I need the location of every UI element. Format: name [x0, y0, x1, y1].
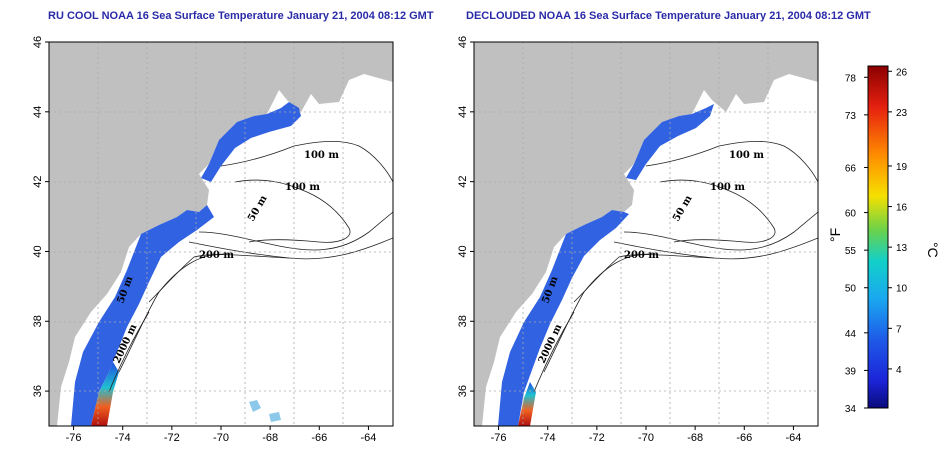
celsius-tick-label: 10	[896, 284, 908, 295]
y-tick-label: 38	[457, 315, 469, 327]
cold-water-mid-atlantic	[498, 210, 629, 426]
land-mass	[474, 42, 818, 426]
fahrenheit-tick-label: 55	[845, 246, 857, 257]
cold-water-mid-atlantic	[71, 205, 214, 426]
x-tick-label: -76	[491, 432, 507, 444]
x-tick-label: -74	[115, 432, 131, 444]
land-mass	[49, 42, 393, 426]
right-map-panel: 100 m 100 m 50 m 200 m 50 m 2000 m -76 -7…	[457, 36, 824, 444]
temperature-colorbar: 78 73 66 60 55 50 44 39 34 26 23 19 16 13 10 7 4 °F °C	[820, 42, 940, 422]
celsius-tick-label: 19	[896, 162, 908, 173]
celsius-ticks: 26 23 19 16 13 10 7 4	[888, 67, 908, 376]
contour-label: 200 m	[199, 250, 234, 261]
fahrenheit-tick-label: 50	[845, 284, 857, 295]
fahrenheit-ticks: 78 73 66 60 55 50 44 39 34	[845, 73, 868, 415]
x-tick-label: -70	[213, 432, 229, 444]
axis-ticks: -76 -74 -72 -70 -68 -66 -64 36 38 40 42 44 46	[32, 36, 376, 444]
contour-label: 100 m	[285, 182, 320, 193]
left-map-title: RU COOL NOAA 16 Sea Surface Temperature …	[48, 10, 434, 22]
fahrenheit-axis-label: °F	[827, 228, 843, 242]
fahrenheit-tick-label: 60	[845, 209, 857, 220]
fahrenheit-tick-label: 73	[845, 111, 857, 122]
x-tick-label: -66	[736, 432, 752, 444]
cold-water-gulf-maine	[626, 104, 714, 180]
right-map-title: DECLOUDED NOAA 16 Sea Surface Temperatur…	[466, 10, 871, 22]
x-tick-label: -74	[540, 432, 556, 444]
map-grid	[474, 42, 818, 426]
y-tick-label: 40	[32, 245, 44, 257]
x-tick-label: -64	[785, 432, 801, 444]
celsius-tick-label: 23	[896, 108, 908, 119]
y-tick-label: 38	[32, 315, 44, 327]
scattered-pixels	[249, 400, 281, 422]
fahrenheit-tick-label: 39	[845, 366, 857, 377]
celsius-tick-label: 16	[896, 203, 908, 214]
fahrenheit-tick-label: 34	[845, 404, 857, 415]
left-map-panel: 100 m 100 m 50 m 200 m 50 m 2000 m -76 -7…	[32, 36, 399, 444]
contour-label: 100 m	[710, 182, 745, 193]
fahrenheit-tick-label: 44	[845, 329, 857, 340]
nova-scotia-land	[736, 42, 818, 94]
celsius-tick-label: 4	[896, 365, 902, 376]
bathymetry-contours	[108, 140, 393, 393]
warm-gulf-stream-edge	[518, 382, 536, 426]
y-tick-label: 46	[32, 36, 44, 48]
contour-label: 100 m	[729, 150, 764, 161]
map-grid	[49, 42, 393, 426]
cold-water-gulf-maine	[201, 102, 301, 182]
x-tick-label: -68	[687, 432, 703, 444]
contour-label: 200 m	[624, 250, 659, 261]
celsius-tick-label: 7	[896, 324, 902, 335]
y-tick-label: 36	[32, 385, 44, 397]
colorbar-gradient	[867, 65, 889, 409]
fahrenheit-tick-label: 78	[845, 73, 857, 84]
x-tick-label: -68	[262, 432, 278, 444]
x-tick-label: -72	[589, 432, 605, 444]
celsius-tick-label: 13	[896, 243, 908, 254]
axis-ticks: -76 -74 -72 -70 -68 -66 -64 36 38 40 42 44 46	[457, 36, 801, 444]
x-tick-label: -70	[638, 432, 654, 444]
warm-gulf-stream-edge	[91, 362, 119, 426]
x-tick-label: -64	[360, 432, 376, 444]
fahrenheit-tick-label: 66	[845, 163, 857, 174]
contour-label: 100 m	[304, 150, 339, 161]
x-tick-label: -66	[311, 432, 327, 444]
y-tick-label: 40	[457, 245, 469, 257]
celsius-axis-label: °C	[925, 242, 940, 258]
y-tick-label: 44	[32, 106, 44, 118]
bathymetry-contours	[533, 140, 818, 393]
x-tick-label: -76	[66, 432, 82, 444]
right-map-svg: 100 m 100 m 50 m 200 m 50 m 2000 m -76 -7…	[457, 36, 819, 444]
y-tick-label: 44	[457, 106, 469, 118]
colorbar-svg: 78 73 66 60 55 50 44 39 34 26 23 19 16 13 10 7 4 °F °C	[827, 65, 940, 415]
y-tick-label: 42	[32, 176, 44, 188]
y-tick-label: 36	[457, 385, 469, 397]
y-tick-label: 46	[457, 36, 469, 48]
x-tick-label: -72	[164, 432, 180, 444]
nova-scotia-land	[311, 42, 393, 94]
left-map-svg: 100 m 100 m 50 m 200 m 50 m 2000 m -76 -7…	[32, 36, 394, 444]
celsius-tick-label: 26	[896, 67, 908, 78]
y-tick-label: 42	[457, 176, 469, 188]
